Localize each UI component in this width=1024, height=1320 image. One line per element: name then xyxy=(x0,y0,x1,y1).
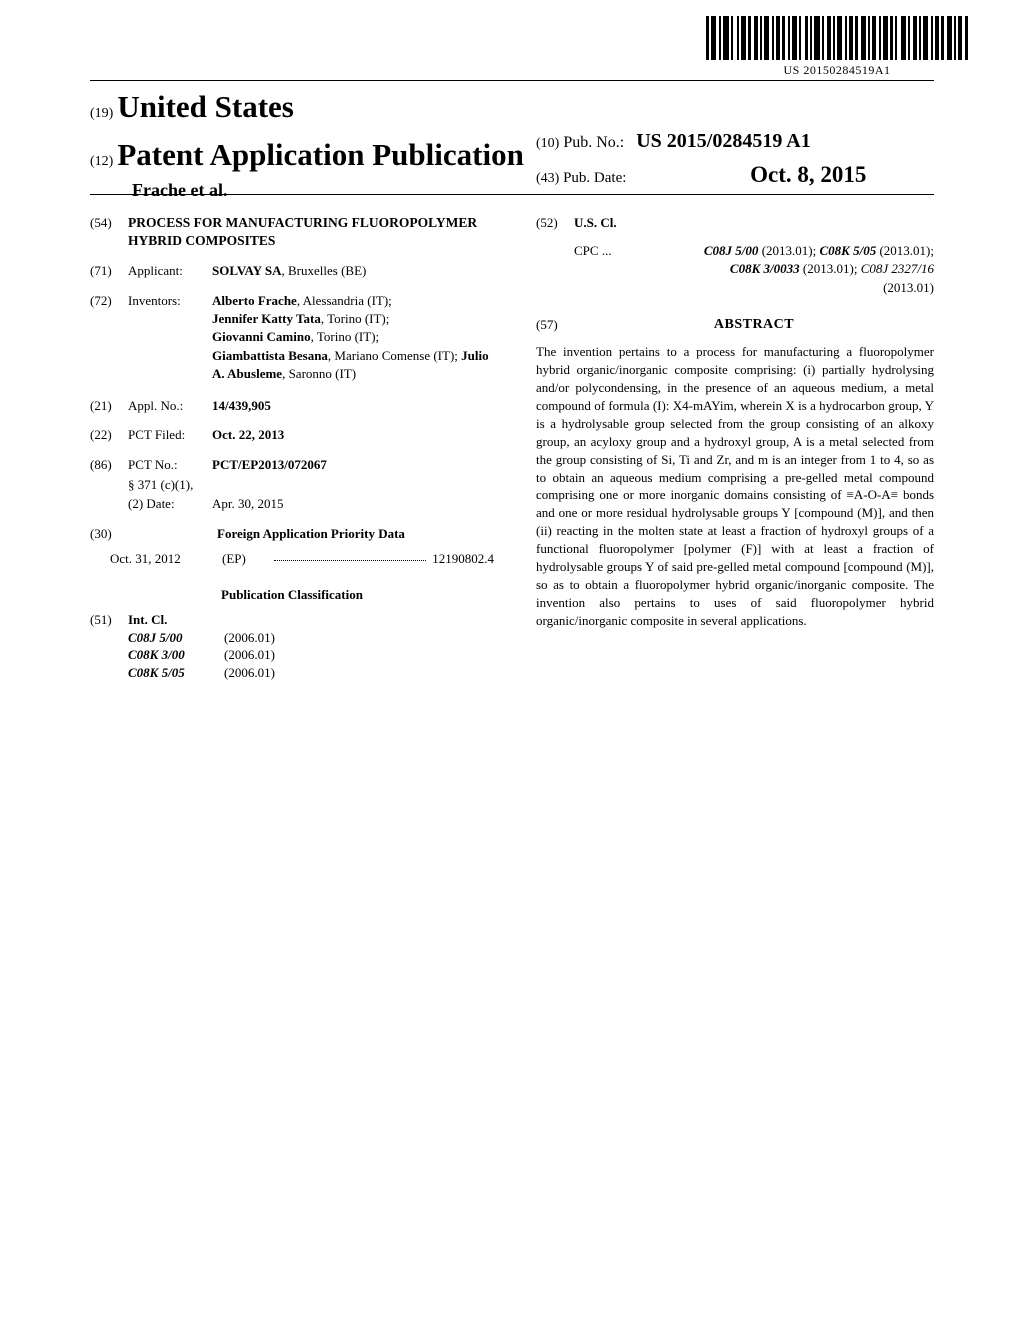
intcl-row: C08K 3/00 (2006.01) xyxy=(128,646,275,664)
inventor-name: Jennifer Katty Tata xyxy=(212,311,321,326)
priority-date: Oct. 31, 2012 xyxy=(110,550,222,568)
appl-no-label: Appl. No.: xyxy=(128,397,212,415)
pub-no: US 2015/0284519 A1 xyxy=(636,130,810,152)
priority-dots xyxy=(274,550,426,561)
pct-no-value: PCT/EP2013/072067 xyxy=(212,456,327,474)
cpc-symbol: C08J 2327/16 xyxy=(861,261,934,276)
jurisdiction-code: (19) xyxy=(90,106,113,121)
priority-code: (30) xyxy=(90,525,128,551)
pub-date-label: Pub. Date: xyxy=(563,170,626,186)
field-intcl: (51) Int. Cl. C08J 5/00 (2006.01) C08K 3… xyxy=(90,611,494,681)
abstract-code: (57) xyxy=(536,316,574,343)
cpc-dots: ... xyxy=(602,243,612,258)
barcode-graphic xyxy=(706,16,968,60)
pub-type: Patent Application Publication xyxy=(117,137,523,172)
intcl-code: (51) xyxy=(90,611,128,681)
cpc-version: (2013.01) xyxy=(762,243,813,258)
inventors-list: Alberto Frache, Alessandria (IT); Jennif… xyxy=(212,292,494,383)
pub-class-header: Publication Classification xyxy=(90,586,494,604)
intcl-header: Int. Cl. xyxy=(128,611,275,629)
inventor-name: Giambattista Besana xyxy=(212,348,328,363)
inventor-loc: , Alessandria (IT); xyxy=(297,293,392,308)
field-appl-no: (21) Appl. No.: 14/439,905 xyxy=(90,397,494,415)
pct-filed-code: (22) xyxy=(90,426,128,444)
pct-no-label: PCT No.: xyxy=(128,456,212,474)
intcl-symbol: C08K 3/00 xyxy=(128,646,224,664)
left-column: (54) PROCESS FOR MANUFACTURING FLUOROPOL… xyxy=(90,214,494,681)
field-pct-no: (86) PCT No.: PCT/EP2013/072067 § 371 (c… xyxy=(90,456,494,513)
pub-no-label: Pub. No.: xyxy=(563,134,624,151)
intcl-row: C08J 5/00 (2006.01) xyxy=(128,629,275,647)
applicant-loc: , Bruxelles (BE) xyxy=(282,263,367,278)
pub-type-code: (12) xyxy=(90,154,113,169)
appl-no-code: (21) xyxy=(90,397,128,415)
inventor-loc: , Saronno (IT) xyxy=(282,366,356,381)
intcl-version: (2006.01) xyxy=(224,664,275,682)
field-applicant: (71) Applicant: SOLVAY SA, Bruxelles (BE… xyxy=(90,262,494,280)
intcl-row: C08K 5/05 (2006.01) xyxy=(128,664,275,682)
field-inventors: (72) Inventors: Alberto Frache, Alessand… xyxy=(90,292,494,383)
pct-no-code: (86) xyxy=(90,456,128,474)
cpc-version: (2013.01) xyxy=(883,280,934,295)
applicant-code: (71) xyxy=(90,262,128,280)
cpc-prefix: CPC xyxy=(574,243,599,258)
intcl-version: (2006.01) xyxy=(224,646,275,664)
barcode-block: US 20150284519A1 xyxy=(706,16,968,78)
abstract-text: The invention pertains to a process for … xyxy=(536,343,934,630)
cpc-symbol: C08K 5/05 xyxy=(819,243,876,258)
applicant-label: Applicant: xyxy=(128,262,212,280)
priority-row: Oct. 31, 2012 (EP) 12190802.4 xyxy=(110,550,494,568)
intcl-version: (2006.01) xyxy=(224,629,275,647)
priority-section: (30) Foreign Application Priority Data O… xyxy=(90,525,494,568)
field-pct-filed: (22) PCT Filed: Oct. 22, 2013 xyxy=(90,426,494,444)
pct-filed-label: PCT Filed: xyxy=(128,426,212,444)
pct-date-label: (2) Date: xyxy=(128,495,212,513)
intcl-symbol: C08K 5/05 xyxy=(128,664,224,682)
rule-top xyxy=(90,80,934,81)
cpc-symbol: C08K 3/0033 xyxy=(730,261,800,276)
authors-line: Frache et al. xyxy=(90,178,524,202)
title-value: PROCESS FOR MANUFACTURING FLUOROPOLYMER … xyxy=(128,214,494,250)
uscl-header: U.S. Cl. xyxy=(574,214,617,232)
field-uscl: (52) U.S. Cl. xyxy=(536,214,934,232)
pct-371-label: § 371 (c)(1), xyxy=(128,476,212,494)
abstract-header: ABSTRACT xyxy=(574,316,934,335)
pub-date-code: (43) xyxy=(536,171,559,186)
pct-date-value: Apr. 30, 2015 xyxy=(212,495,284,513)
inventor-name: Alberto Frache xyxy=(212,293,297,308)
cpc-line: CPC ... C08J 5/00 (2013.01); C08K 5/05 (… xyxy=(574,242,934,299)
jurisdiction: United States xyxy=(117,89,294,124)
rule-mid xyxy=(90,194,934,195)
title-code: (54) xyxy=(90,214,128,250)
cpc-version: (2013.01) xyxy=(879,243,930,258)
appl-no-value: 14/439,905 xyxy=(212,397,271,415)
header-left: (19) United States (12) Patent Applicati… xyxy=(90,86,524,202)
header-right: (10) Pub. No.: US 2015/0284519 A1 (43) P… xyxy=(536,128,866,190)
inventor-loc: , Mariano Comense (IT); xyxy=(328,348,461,363)
intcl-symbol: C08J 5/00 xyxy=(128,629,224,647)
uscl-code: (52) xyxy=(536,214,574,232)
inventors-label: Inventors: xyxy=(128,292,212,383)
priority-num: 12190802.4 xyxy=(432,550,494,568)
priority-header: Foreign Application Priority Data xyxy=(128,525,494,543)
cpc-version: (2013.01) xyxy=(803,261,854,276)
inventors-code: (72) xyxy=(90,292,128,383)
inventor-loc: , Torino (IT); xyxy=(321,311,390,326)
field-title: (54) PROCESS FOR MANUFACTURING FLUOROPOL… xyxy=(90,214,494,250)
cpc-symbol: C08J 5/00 xyxy=(704,243,759,258)
barcode-text: US 20150284519A1 xyxy=(706,62,968,78)
priority-cc: (EP) xyxy=(222,550,268,568)
inventor-name: Giovanni Camino xyxy=(212,329,311,344)
inventor-loc: , Torino (IT); xyxy=(311,329,380,344)
applicant-name: SOLVAY SA xyxy=(212,263,282,278)
right-column: (52) U.S. Cl. CPC ... C08J 5/00 (2013.01… xyxy=(536,214,934,630)
pct-filed-value: Oct. 22, 2013 xyxy=(212,426,284,444)
pub-date: Oct. 8, 2015 xyxy=(630,162,866,187)
pub-no-code: (10) xyxy=(536,136,559,151)
